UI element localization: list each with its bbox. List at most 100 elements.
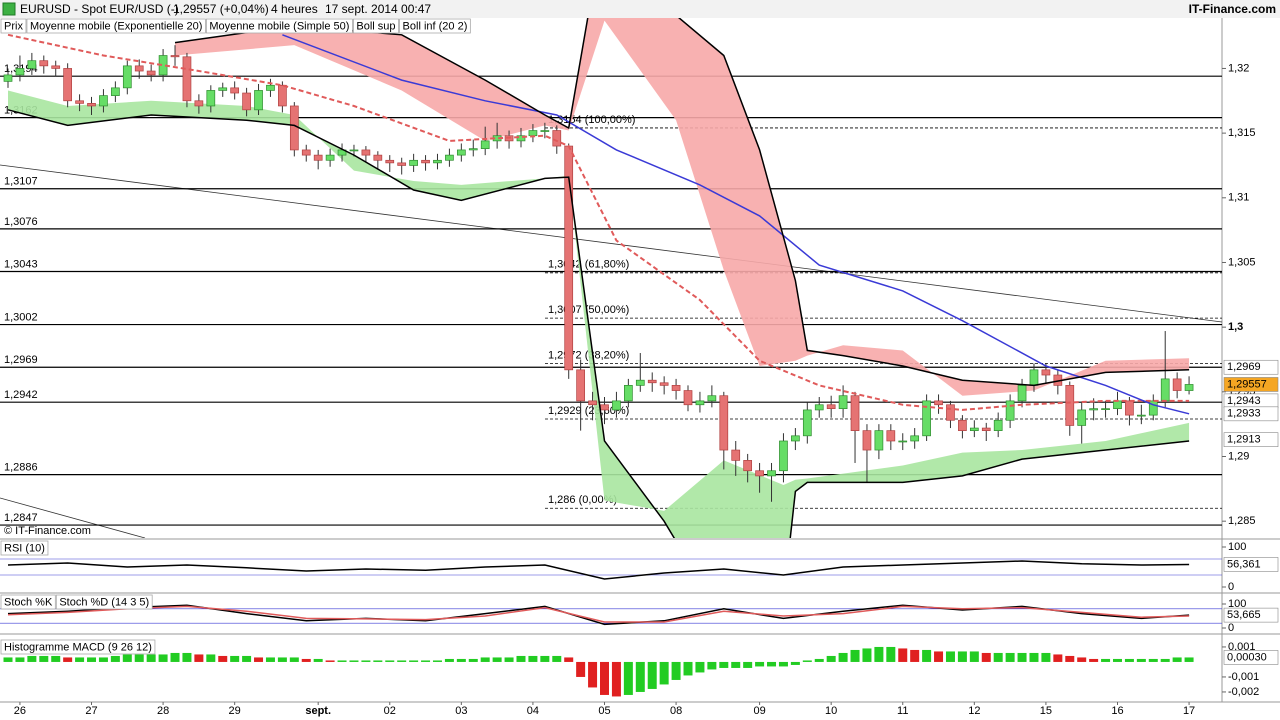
histogram-bar <box>886 646 896 662</box>
value-tag: 1,2913 <box>1227 434 1261 446</box>
histogram-bar <box>838 652 848 662</box>
candle-body <box>516 135 526 142</box>
histogram-bar <box>1101 658 1111 662</box>
value-tag: 1,2933 <box>1227 408 1261 420</box>
instrument: EURUSD - Spot EUR/USD (-) <box>20 2 179 16</box>
x-tick-label: 12 <box>968 705 980 717</box>
histogram-bar <box>1005 652 1015 662</box>
candle-body <box>146 70 156 76</box>
candle-body <box>898 440 908 443</box>
histogram-bar <box>480 657 490 662</box>
candle-body <box>695 400 705 406</box>
histogram-bar <box>122 654 132 662</box>
x-tick-label: 11 <box>897 705 908 717</box>
histogram-bar <box>647 661 657 689</box>
candle-body <box>588 400 597 406</box>
candle-body <box>1029 369 1039 386</box>
candle-body <box>75 100 84 104</box>
candle-body <box>528 130 538 137</box>
candle-body <box>15 68 25 76</box>
indicator-line <box>282 34 1190 415</box>
histogram-bar <box>409 660 419 662</box>
candle-body <box>3 74 13 82</box>
histogram-bar <box>277 657 287 662</box>
candle-body <box>802 409 812 437</box>
histogram-bar <box>731 661 741 668</box>
x-tick-label: 08 <box>670 705 682 717</box>
candle-body <box>51 65 61 69</box>
quote: 1,29557 (+0,04%) <box>173 2 269 16</box>
candle-body <box>635 379 645 386</box>
value-tag-box <box>1223 359 1279 375</box>
candle-body <box>242 92 251 111</box>
legend-entry: Histogramme MACD (9 26 12) <box>4 641 152 653</box>
site: IT-Finance.com <box>1189 2 1276 16</box>
histogram-bar <box>611 661 621 697</box>
histogram-bar <box>969 651 979 662</box>
legend-entry: RSI (10) <box>4 542 45 554</box>
candle-body <box>266 84 275 91</box>
level-label: 1,3002 <box>4 311 38 323</box>
x-tick-label: 28 <box>157 705 169 717</box>
histogram-bar <box>492 657 502 662</box>
panel-plot <box>0 558 1222 580</box>
candle-body <box>707 395 717 402</box>
histogram-bar <box>910 649 920 662</box>
y-tick-label: 1,32 <box>1228 62 1249 74</box>
histogram-bar <box>27 655 37 662</box>
fib-label: 1,286 (0,00%) <box>548 494 617 506</box>
candle-body <box>445 154 454 161</box>
histogram-bar <box>1053 654 1063 662</box>
histogram-bar <box>671 661 681 680</box>
legend-box <box>26 18 206 34</box>
legend-entry: Moyenne mobile (Exponentielle 20) <box>30 20 202 32</box>
x-tick-label: 09 <box>753 705 765 717</box>
y-tick-label: 100 <box>1228 541 1246 553</box>
histogram-bar <box>516 655 526 662</box>
legend-box <box>55 594 153 610</box>
histogram-bar <box>337 660 347 662</box>
y-tick-label: 1,305 <box>1228 256 1256 268</box>
histogram-bar <box>170 652 180 662</box>
x-tick-label: 15 <box>1040 705 1052 717</box>
histogram-bar <box>301 658 311 662</box>
candle-body <box>182 56 192 102</box>
candle-body <box>468 148 478 151</box>
legend-entry: Boll sup <box>356 20 395 32</box>
candle-body <box>1172 378 1182 391</box>
histogram-bar <box>349 660 359 662</box>
histogram-bar <box>504 657 514 662</box>
legend-entry: Stoch %K <box>4 596 53 608</box>
histogram-bar <box>790 661 800 665</box>
candle-body <box>647 379 657 384</box>
candle-body <box>1005 400 1015 421</box>
legend-box <box>0 639 156 655</box>
y-tick-label: -0,002 <box>1228 686 1259 698</box>
level-label: 1,3076 <box>4 216 38 228</box>
histogram-bar <box>218 655 228 662</box>
histogram-bar <box>456 658 466 662</box>
indicator-line <box>7 109 1190 538</box>
level-label: 1,2847 <box>4 512 38 524</box>
histogram-bar <box>265 657 275 662</box>
candle-body <box>540 130 550 132</box>
histogram-bar <box>564 657 574 662</box>
candle-body <box>134 65 144 72</box>
value-tag: 0,00030 <box>1227 651 1267 663</box>
cloud-band <box>175 18 1190 396</box>
y-tick-label: 1,285 <box>1228 515 1256 527</box>
candle-body <box>993 419 1003 431</box>
candle-body <box>731 449 741 461</box>
histogram-bar <box>981 652 991 662</box>
legend-box <box>399 18 471 34</box>
candle-body <box>433 159 442 164</box>
histogram-bar <box>659 661 669 685</box>
candle-body <box>779 440 788 472</box>
candle-body <box>1017 385 1027 402</box>
histogram-bar <box>98 657 108 662</box>
indicator-line <box>7 560 1190 580</box>
histogram-bar <box>110 655 120 662</box>
y-tick-label: 1,29 <box>1228 450 1249 462</box>
candle-body <box>170 55 180 58</box>
histogram-bar <box>289 657 299 662</box>
